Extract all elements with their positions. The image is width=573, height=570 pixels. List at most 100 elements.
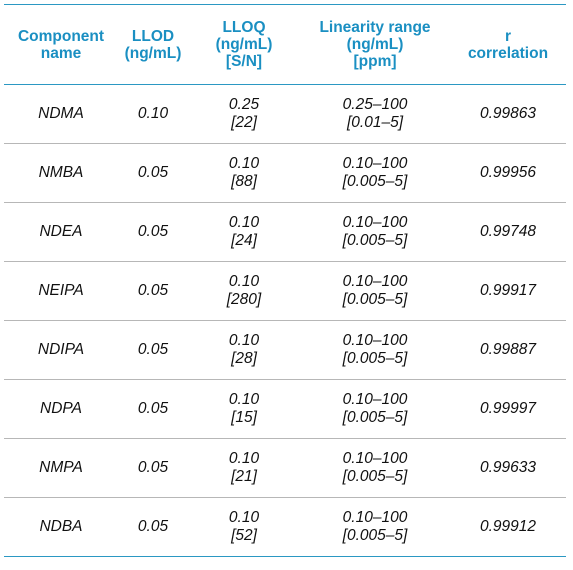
cell-llod-llod: 0.05 xyxy=(137,518,169,535)
cell-llod-llod: 0.10 xyxy=(137,105,169,122)
cell-llod-llod: 0.05 xyxy=(137,282,169,299)
cell-llod: 0.05 xyxy=(118,380,188,439)
cell-llod: 0.05 xyxy=(118,498,188,557)
cell-r-correlation-r: 0.99997 xyxy=(479,400,537,417)
cell-llod-llod: 0.05 xyxy=(137,164,169,181)
header-component-name: Component name xyxy=(17,27,105,62)
cell-r-correlation-r: 0.99912 xyxy=(479,518,537,535)
cell-lloq-lloq: 0.10 xyxy=(228,273,260,290)
nitrosamine-results-table: Component name LLOD (ng/mL) LLOQ (ng/mL)… xyxy=(4,4,566,557)
cell-linearity-range-range: 0.10–100 xyxy=(342,273,408,290)
cell-component-name-name: NDPA xyxy=(40,400,82,417)
cell-lloq: 0.10 [24] xyxy=(188,203,300,262)
cell-llod: 0.05 xyxy=(118,321,188,380)
cell-r-correlation-r: 0.99917 xyxy=(479,282,537,299)
cell-r-correlation: 0.99956 xyxy=(450,144,566,203)
cell-lloq-lloq: 0.10 xyxy=(228,155,260,172)
cell-linearity-range-ppm: [0.005–5] xyxy=(342,173,408,190)
cell-linearity-range-ppm: [0.005–5] xyxy=(342,527,408,544)
cell-linearity-range-range: 0.10–100 xyxy=(342,155,408,172)
table-row: NDMA 0.10 0.25 [22] 0.25–100 [0.01–5] 0.99863 xyxy=(4,85,566,144)
table-row: NMBA 0.05 0.10 [88] 0.10–100 [0.005–5] 0.99956 xyxy=(4,144,566,203)
cell-lloq-sn: [28] xyxy=(231,350,257,367)
cell-linearity-range: 0.10–100 [0.005–5] xyxy=(300,321,450,380)
cell-r-correlation: 0.99633 xyxy=(450,439,566,498)
cell-lloq-lloq: 0.10 xyxy=(228,450,260,467)
cell-r-correlation: 0.99997 xyxy=(450,380,566,439)
cell-r-correlation-r: 0.99633 xyxy=(479,459,537,476)
cell-linearity-range-range: 0.10–100 xyxy=(342,214,408,231)
cell-r-correlation: 0.99863 xyxy=(450,85,566,144)
cell-lloq: 0.10 [15] xyxy=(188,380,300,439)
cell-linearity-range-ppm: [0.005–5] xyxy=(342,468,408,485)
cell-lloq-sn: [15] xyxy=(231,409,257,426)
cell-lloq: 0.10 [21] xyxy=(188,439,300,498)
cell-linearity-range: 0.10–100 [0.005–5] xyxy=(300,144,450,203)
header-r-correlation: r correlation xyxy=(467,27,549,62)
cell-llod: 0.05 xyxy=(118,439,188,498)
cell-component-name: NMPA xyxy=(4,439,118,498)
cell-lloq-sn: [21] xyxy=(231,468,257,485)
cell-lloq-sn: [52] xyxy=(231,527,257,544)
header-lloq: LLOQ (ng/mL) [S/N] xyxy=(215,19,273,70)
cell-r-correlation-r: 0.99887 xyxy=(479,341,537,358)
cell-lloq-lloq: 0.10 xyxy=(228,332,260,349)
cell-linearity-range-ppm: [0.005–5] xyxy=(342,291,408,308)
cell-linearity-range-ppm: [0.005–5] xyxy=(342,232,408,249)
cell-linearity-range-range: 0.10–100 xyxy=(342,509,408,526)
table-body: NDMA 0.10 0.25 [22] 0.25–100 [0.01–5] 0.99863 N… xyxy=(4,85,566,557)
cell-component-name: NEIPA xyxy=(4,262,118,321)
cell-lloq-lloq: 0.10 xyxy=(228,391,260,408)
cell-llod: 0.05 xyxy=(118,203,188,262)
cell-r-correlation: 0.99748 xyxy=(450,203,566,262)
cell-linearity-range-range: 0.10–100 xyxy=(342,391,408,408)
cell-lloq: 0.10 [280] xyxy=(188,262,300,321)
cell-lloq: 0.10 [88] xyxy=(188,144,300,203)
cell-lloq: 0.10 [28] xyxy=(188,321,300,380)
cell-component-name-name: NDMA xyxy=(38,105,84,122)
cell-llod-llod: 0.05 xyxy=(137,459,169,476)
table-row: NDIPA 0.05 0.10 [28] 0.10–100 [0.005–5] 0.9988… xyxy=(4,321,566,380)
cell-lloq: 0.25 [22] xyxy=(188,85,300,144)
cell-component-name-name: NMPA xyxy=(39,459,83,476)
cell-component-name: NDIPA xyxy=(4,321,118,380)
cell-linearity-range-range: 0.25–100 xyxy=(342,96,408,113)
cell-lloq-lloq: 0.10 xyxy=(228,509,260,526)
cell-linearity-range-ppm: [0.005–5] xyxy=(342,350,408,367)
table-header-row: Component name LLOD (ng/mL) LLOQ (ng/mL)… xyxy=(4,4,566,85)
cell-llod: 0.05 xyxy=(118,262,188,321)
cell-linearity-range-range: 0.10–100 xyxy=(342,450,408,467)
header-llod: LLOD (ng/mL) xyxy=(124,27,182,62)
cell-component-name: NDPA xyxy=(4,380,118,439)
cell-linearity-range: 0.10–100 [0.005–5] xyxy=(300,380,450,439)
cell-r-correlation-r: 0.99863 xyxy=(479,105,537,122)
cell-component-name: NMBA xyxy=(4,144,118,203)
cell-linearity-range: 0.10–100 [0.005–5] xyxy=(300,203,450,262)
table-row: NEIPA 0.05 0.10 [280] 0.10–100 [0.005–5] 0.999… xyxy=(4,262,566,321)
cell-component-name-name: NDBA xyxy=(39,518,83,535)
table-row: NDPA 0.05 0.10 [15] 0.10–100 [0.005–5] 0.99997 xyxy=(4,380,566,439)
cell-r-correlation-r: 0.99748 xyxy=(479,223,537,240)
cell-linearity-range: 0.10–100 [0.005–5] xyxy=(300,439,450,498)
header-linearity-range: Linearity range (ng/mL) [ppm] xyxy=(319,19,431,70)
table-row: NDBA 0.05 0.10 [52] 0.10–100 [0.005–5] 0.99912 xyxy=(4,498,566,557)
table-row: NMPA 0.05 0.10 [21] 0.10–100 [0.005–5] 0.99633 xyxy=(4,439,566,498)
cell-component-name-name: NDEA xyxy=(39,223,83,240)
cell-linearity-range: 0.10–100 [0.005–5] xyxy=(300,498,450,557)
cell-lloq-sn: [24] xyxy=(231,232,257,249)
cell-component-name: NDBA xyxy=(4,498,118,557)
cell-lloq-lloq: 0.25 xyxy=(228,96,260,113)
cell-llod-llod: 0.05 xyxy=(137,400,169,417)
cell-linearity-range-range: 0.10–100 xyxy=(342,332,408,349)
cell-linearity-range: 0.10–100 [0.005–5] xyxy=(300,262,450,321)
cell-component-name-name: NDIPA xyxy=(37,341,85,358)
cell-component-name-name: NMBA xyxy=(38,164,84,181)
cell-component-name: NDEA xyxy=(4,203,118,262)
cell-component-name-name: NEIPA xyxy=(38,282,84,299)
cell-llod-llod: 0.05 xyxy=(137,341,169,358)
cell-lloq-sn: [88] xyxy=(231,173,257,190)
cell-lloq: 0.10 [52] xyxy=(188,498,300,557)
cell-r-correlation-r: 0.99956 xyxy=(479,164,537,181)
cell-linearity-range: 0.25–100 [0.01–5] xyxy=(300,85,450,144)
